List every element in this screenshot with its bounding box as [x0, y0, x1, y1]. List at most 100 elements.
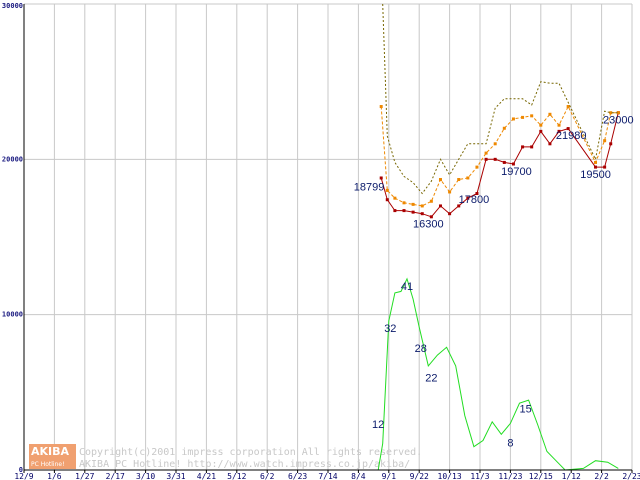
y-tick-label: 30000 [2, 2, 23, 10]
series-point-1 [393, 196, 397, 200]
series-point-1 [493, 142, 497, 146]
x-tick-label: 12/15 [529, 472, 553, 480]
x-tick-label: 10/13 [438, 472, 462, 480]
x-tick-label: 3/10 [136, 472, 155, 480]
series-point-0 [548, 142, 552, 146]
series-point-1 [548, 112, 552, 116]
series-point-1 [616, 111, 620, 115]
series-point-1 [511, 117, 515, 121]
series-line-2 [382, 3, 619, 195]
data-label: 16300 [413, 219, 444, 231]
watermark-badge [29, 444, 76, 469]
watermark-badge-title: AKIBA [31, 445, 70, 458]
y-tick-label: 0 [19, 466, 23, 474]
x-tick-label: 2/23 [622, 472, 640, 480]
series-point-0 [438, 204, 442, 208]
series-point-0 [493, 157, 497, 161]
series-point-0 [475, 192, 479, 196]
series-point-1 [502, 126, 506, 130]
data-labels: 18799 16300 17800 19700 21980 19500 23000 41 32 2… [354, 115, 634, 450]
series-point-1 [566, 105, 570, 109]
x-tick-label: 11/3 [470, 472, 489, 480]
series-point-0 [385, 198, 389, 202]
series-line-1 [380, 105, 619, 207]
x-tick-label: 3/31 [166, 472, 185, 480]
series-point-0 [420, 212, 424, 216]
data-label: 15 [519, 404, 531, 416]
series-point-1 [448, 190, 452, 194]
x-tick-label: 1/6 [47, 472, 62, 480]
series-point-1 [420, 204, 424, 208]
series-point-1 [379, 105, 383, 109]
x-tick-label: 9/22 [410, 472, 429, 480]
x-tick-label: 2/2 [594, 472, 609, 480]
x-tick-label: 7/14 [318, 472, 337, 480]
series-point-1 [411, 202, 415, 206]
series-point-1 [609, 111, 613, 115]
series-point-1 [594, 160, 598, 164]
series-point-1 [603, 139, 607, 143]
data-label: 41 [401, 281, 413, 293]
series-line-3 [377, 277, 619, 471]
watermark-copyright: Copyright(c)2001 impress corporation All… [79, 447, 422, 458]
series-point-1 [438, 178, 442, 182]
series-point-0 [393, 209, 397, 213]
x-tick-label: 8/4 [351, 472, 366, 480]
series-point-1 [429, 199, 433, 203]
series-group [377, 3, 620, 471]
series-point-0 [511, 162, 515, 166]
watermark-url: AKIBA PC Hotline! http://www.watch.impre… [79, 459, 410, 470]
series-point-0 [457, 204, 461, 208]
data-label: 28 [415, 343, 427, 355]
series-point-1 [557, 123, 561, 127]
series-point-0 [379, 176, 383, 180]
x-tick-label: 11/23 [498, 472, 522, 480]
series-line-0 [380, 112, 619, 218]
x-tick-label: 6/2 [260, 472, 275, 480]
data-label: 21980 [556, 130, 587, 142]
series-point-1 [484, 151, 488, 155]
data-label: 19700 [501, 166, 532, 178]
series-point-0 [566, 127, 570, 131]
y-tick-label: 20000 [2, 155, 23, 163]
series-point-1 [530, 114, 534, 118]
series-point-0 [521, 145, 525, 149]
grid-lines [24, 3, 633, 470]
series-point-0 [530, 145, 534, 149]
series-point-1 [385, 188, 389, 192]
series-point-0 [557, 129, 561, 133]
x-tick-label: 12/9 [14, 472, 33, 480]
x-tick-label: 5/12 [227, 472, 246, 480]
data-label: 8 [507, 438, 513, 450]
series-point-1 [521, 115, 525, 119]
data-label: 18799 [354, 181, 385, 193]
series-point-0 [594, 165, 598, 169]
series-point-1 [539, 123, 543, 127]
x-tick-label: 9/1 [382, 472, 397, 480]
data-label: 23000 [603, 115, 634, 127]
series-point-0 [411, 210, 415, 214]
series-point-1 [475, 165, 479, 169]
series-point-0 [466, 196, 470, 200]
series-point-0 [603, 165, 607, 169]
data-label: 22 [425, 372, 437, 384]
series-point-0 [448, 212, 452, 216]
series-point-1 [402, 201, 406, 205]
data-label: 12 [372, 419, 384, 431]
x-tick-label: 4/21 [197, 472, 216, 480]
series-point-0 [539, 129, 543, 133]
series-point-0 [484, 157, 488, 161]
series-point-0 [609, 142, 613, 146]
x-tick-label: 1/12 [562, 472, 581, 480]
series-point-0 [429, 215, 433, 219]
data-label: 32 [384, 323, 396, 335]
x-tick-label: 1/27 [75, 472, 94, 480]
data-label: 17800 [459, 194, 490, 206]
series-point-1 [457, 178, 461, 182]
watermark: AKIBA PC Hotline! Copyright(c)2001 impre… [29, 444, 422, 470]
series-point-1 [466, 176, 470, 180]
series-point-0 [502, 160, 506, 164]
x-tick-label: 2/17 [106, 472, 125, 480]
x-tick-label: 6/23 [288, 472, 307, 480]
